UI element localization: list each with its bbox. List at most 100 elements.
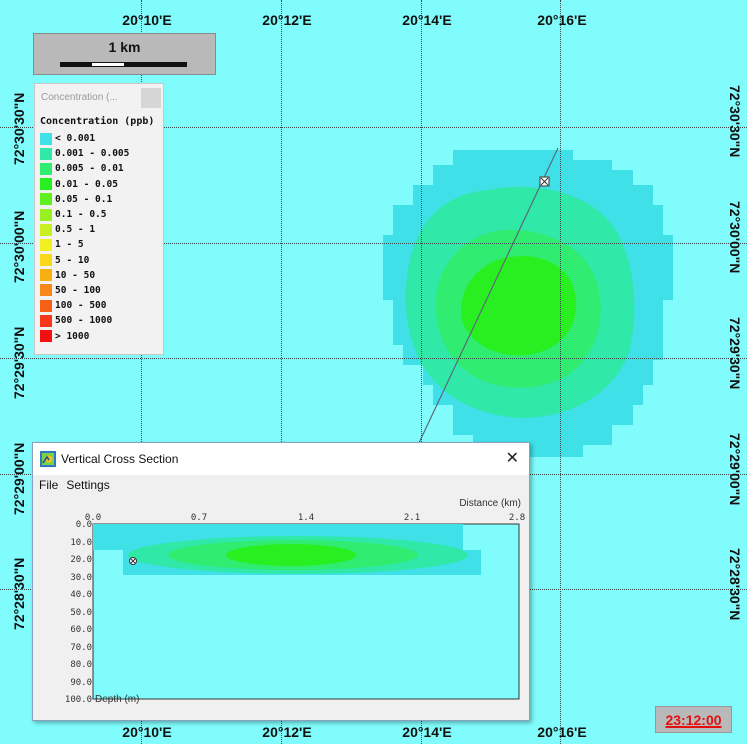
lat-label-right: 72°28'30"N (727, 548, 743, 621)
legend-item-label: 0.5 - 1 (55, 224, 96, 236)
window-titlebar[interactable]: Vertical Cross Section ✕ (33, 443, 529, 475)
legend-item-label: < 0.001 (55, 133, 96, 145)
depth-tick: 70.0 (70, 643, 92, 653)
legend-swatch (40, 330, 52, 343)
legend-title: Concentration (... (41, 92, 118, 103)
legend-item-label: 0.001 - 0.005 (55, 148, 130, 160)
source-marker[interactable] (539, 176, 550, 187)
legend-item: 0.1 - 0.5 (40, 207, 129, 222)
legend-item: 0.01 - 0.05 (40, 177, 129, 192)
legend-item: 0.5 - 1 (40, 222, 129, 237)
legend-item: 0.005 - 0.01 (40, 161, 129, 176)
distance-tick: 2.8 (509, 513, 525, 523)
scale-bar-graphic (60, 62, 187, 67)
parallel-line (0, 127, 747, 128)
depth-tick: 100.0 (65, 695, 92, 705)
section-contour-0.01-0.05 (226, 544, 356, 566)
lon-label-bottom: 20°16'E (537, 724, 587, 740)
legend-item-label: 50 - 100 (55, 284, 101, 296)
legend-item-label: 500 - 1000 (55, 315, 113, 327)
lon-label-bottom: 20°12'E (262, 724, 312, 740)
lat-label-left: 72°30'00"N (11, 210, 27, 283)
legend-swatch (40, 193, 52, 206)
depth-tick: 0.0 (76, 520, 92, 530)
legend-swatch (40, 132, 52, 145)
legend-items: < 0.001 0.001 - 0.005 0.005 - 0.01 0.01 - 0… (40, 131, 129, 344)
lat-label-left: 72°29'30"N (11, 326, 27, 399)
legend-item-label: 0.1 - 0.5 (55, 209, 107, 221)
section-source-marker (129, 557, 137, 565)
depth-tick: 80.0 (70, 660, 92, 670)
legend-item: 1 - 5 (40, 237, 129, 252)
lat-label-left: 72°30'30"N (11, 92, 27, 165)
distance-axis-label: Distance (km) (459, 498, 521, 509)
close-icon[interactable]: ✕ (505, 448, 519, 467)
menu-file[interactable]: File (39, 478, 59, 492)
depth-tick: 90.0 (70, 678, 92, 688)
legend-item-label: 0.05 - 0.1 (55, 193, 113, 205)
transect-line (417, 147, 559, 446)
meridian-line (281, 0, 282, 744)
legend-swatch (40, 284, 52, 297)
legend-swatch (40, 299, 52, 312)
lon-label-top: 20°10'E (122, 12, 172, 28)
legend-item: 100 - 500 (40, 298, 129, 313)
meridian-line (141, 0, 142, 744)
lat-label-left: 72°28'30"N (11, 557, 27, 630)
legend-collapse-button[interactable] (141, 88, 161, 108)
menu-bar: File Settings (33, 475, 529, 495)
lat-label-right: 72°29'30"N (727, 317, 743, 390)
timestamp-text: 23:12:00 (665, 712, 722, 728)
depth-tick: 10.0 (70, 538, 92, 548)
distance-tick: 0.7 (191, 513, 207, 523)
legend-swatch (40, 314, 52, 327)
depth-tick: 20.0 (70, 555, 92, 565)
legend-item-label: 1 - 5 (55, 239, 84, 251)
distance-tick: 2.1 (404, 513, 420, 523)
lon-label-top: 20°16'E (537, 12, 587, 28)
cross-section-window[interactable]: Vertical Cross Section ✕ File Settings D… (32, 442, 530, 721)
parallel-line (0, 358, 747, 359)
legend-item: 5 - 10 (40, 253, 129, 268)
lon-label-bottom: 20°14'E (402, 724, 452, 740)
legend-item-label: 10 - 50 (55, 269, 96, 281)
parallel-line (0, 243, 747, 244)
legend-swatch (40, 162, 52, 175)
depth-tick: 50.0 (70, 608, 92, 618)
legend-item: 500 - 1000 (40, 313, 129, 328)
legend-panel[interactable]: Concentration (... Concentration (ppb) <… (34, 83, 164, 355)
legend-swatch (40, 208, 52, 221)
distance-tick: 0.0 (85, 513, 101, 523)
legend-swatch (40, 238, 52, 251)
depth-tick: 30.0 (70, 573, 92, 583)
legend-item-label: 0.005 - 0.01 (55, 163, 124, 175)
depth-axis-label: Depth (m) (95, 694, 139, 705)
legend-swatch (40, 178, 52, 191)
plume-contour-0.01-0.05 (460, 256, 577, 356)
legend-swatch (40, 254, 52, 267)
legend-swatch (40, 223, 52, 236)
lat-label-left: 72°29'00"N (11, 442, 27, 515)
legend-item: 50 - 100 (40, 283, 129, 298)
legend-swatch (40, 269, 52, 282)
window-title: Vertical Cross Section (61, 452, 179, 466)
depth-tick: 60.0 (70, 625, 92, 635)
legend-item-label: > 1000 (55, 330, 90, 342)
meridian-line (560, 0, 561, 744)
legend-item: 0.05 - 0.1 (40, 192, 129, 207)
lon-label-top: 20°14'E (402, 12, 452, 28)
menu-settings[interactable]: Settings (66, 478, 110, 492)
scale-bar-label: 1 km (108, 39, 141, 55)
timestamp-display: 23:12:00 (655, 706, 732, 733)
legend-swatch (40, 147, 52, 160)
cross-section-plot[interactable]: Distance (km) 0.0 0.7 1.4 2.1 2.8 0.0 10… (33, 495, 529, 720)
lat-label-right: 72°30'30"N (727, 85, 743, 158)
legend-item: 10 - 50 (40, 268, 129, 283)
legend-item-label: 5 - 10 (55, 254, 90, 266)
meridian-line (421, 0, 422, 744)
lon-label-top: 20°12'E (262, 12, 312, 28)
legend-header: Concentration (ppb) (40, 116, 155, 127)
distance-tick: 1.4 (298, 513, 314, 523)
